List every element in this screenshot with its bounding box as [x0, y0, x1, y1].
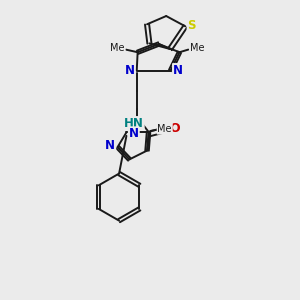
Text: S: S	[188, 19, 196, 32]
Text: HN: HN	[124, 117, 144, 130]
Text: N: N	[105, 139, 115, 152]
Text: N: N	[173, 64, 183, 77]
Text: N: N	[124, 64, 134, 77]
Text: Me: Me	[110, 44, 125, 53]
Text: O: O	[170, 122, 180, 135]
Text: N: N	[129, 127, 139, 140]
Text: Me: Me	[190, 44, 204, 53]
Text: Me: Me	[158, 124, 172, 134]
